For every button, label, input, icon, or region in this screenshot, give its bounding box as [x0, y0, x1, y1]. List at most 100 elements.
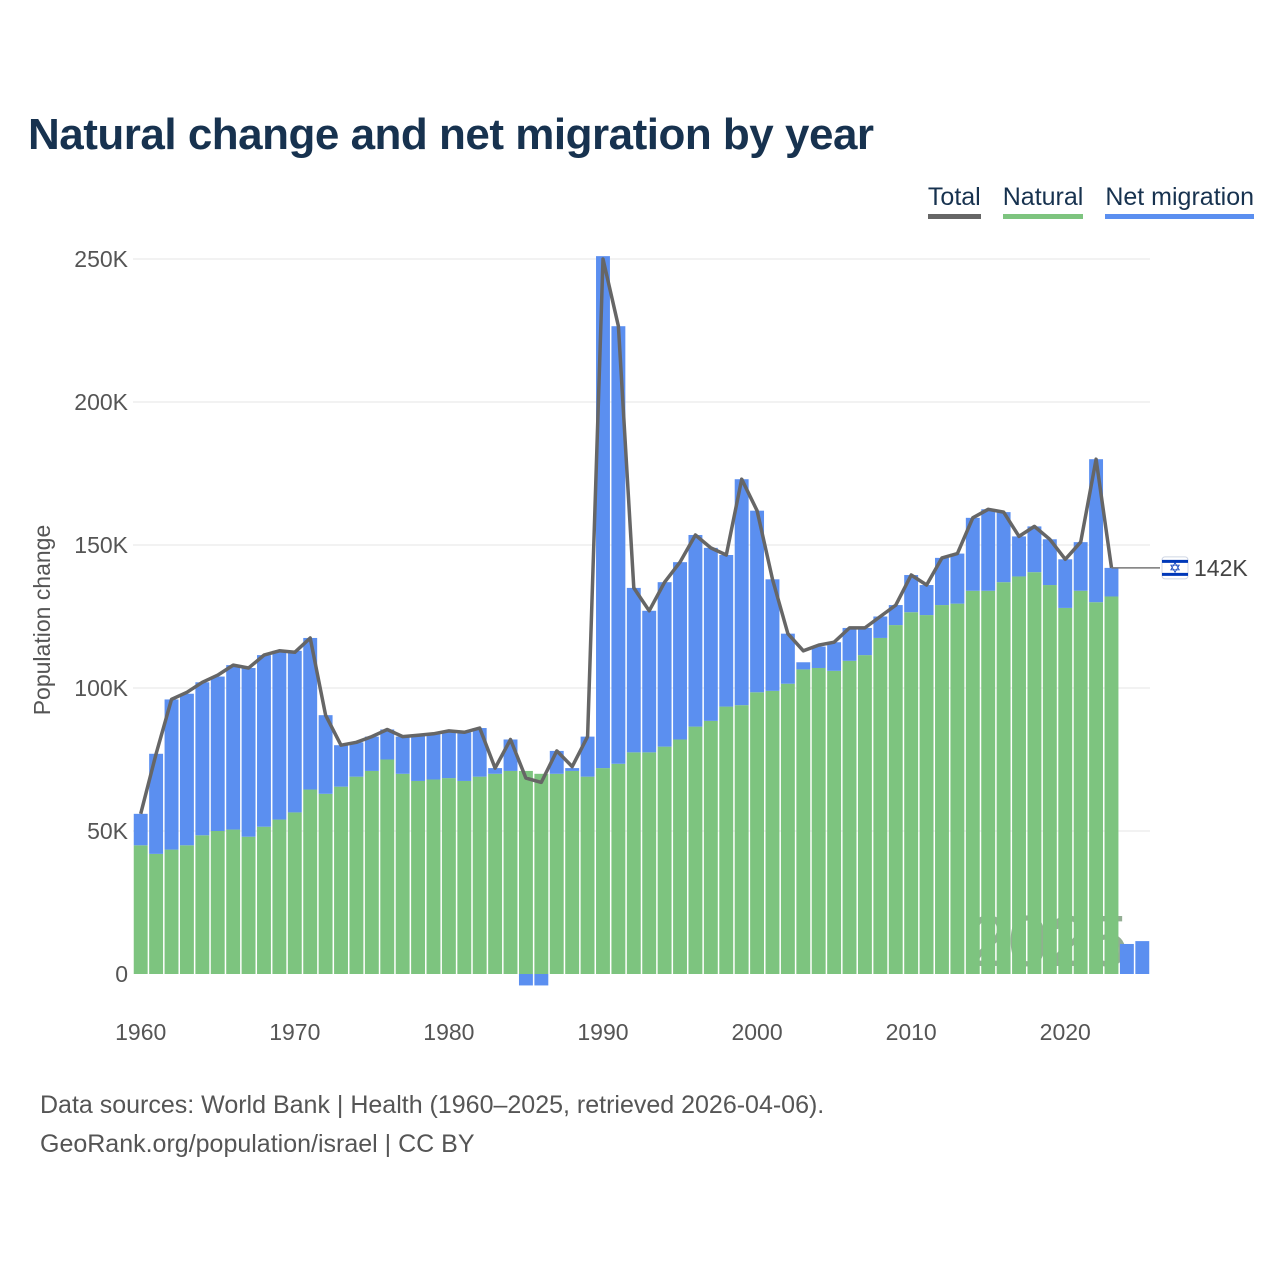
bar-net-migration	[873, 616, 888, 638]
y-tick-label: 0	[115, 961, 128, 987]
bar-net-migration	[811, 646, 826, 668]
bar-net-migration	[657, 582, 672, 747]
bar-natural	[472, 776, 487, 974]
bar-natural	[364, 770, 379, 974]
bar-net-migration	[1042, 539, 1057, 586]
bar-net-migration	[241, 667, 256, 837]
bar-net-migration	[457, 732, 472, 781]
bar-net-migration	[596, 256, 610, 769]
bar-natural	[257, 826, 271, 974]
bar-net-migration	[950, 553, 965, 604]
bar-net-migration	[318, 715, 333, 794]
bar-net-migration	[996, 512, 1011, 583]
bar-net-migration	[919, 585, 934, 616]
bar-natural	[179, 845, 194, 974]
bar-net-migration	[149, 753, 164, 854]
y-tick-label: 200K	[74, 389, 128, 415]
bar-natural	[796, 669, 811, 974]
x-tick-label: 1980	[423, 1019, 474, 1045]
bar-natural	[287, 812, 302, 974]
bar-natural	[549, 773, 564, 974]
bar-natural	[673, 739, 687, 974]
bar-net-migration	[133, 813, 148, 846]
bar-natural	[857, 655, 872, 974]
bar-natural	[888, 625, 903, 974]
bar-net-migration	[827, 642, 842, 671]
bar-natural	[765, 690, 780, 974]
bar-natural	[1042, 585, 1057, 974]
bar-natural	[226, 829, 241, 974]
bar-net-migration	[226, 665, 241, 830]
bar-natural	[518, 770, 533, 974]
y-axis-title: Population change	[29, 525, 55, 716]
bar-natural	[349, 776, 364, 974]
bar-net-migration	[426, 733, 441, 780]
bar-natural	[1089, 602, 1104, 974]
bar-natural	[904, 612, 919, 974]
bar-net-migration	[796, 662, 811, 670]
bar-net-migration	[888, 605, 903, 626]
bar-net-migration	[965, 517, 980, 591]
bar-natural	[241, 836, 256, 974]
bar-natural	[981, 590, 996, 974]
bar-natural	[195, 835, 210, 974]
bar-natural	[565, 770, 580, 974]
bar-net-migration	[780, 633, 795, 684]
bar-net-migration	[488, 768, 503, 774]
bar-net-migration	[1012, 536, 1026, 577]
bar-net-migration	[179, 693, 194, 846]
bar-net-migration	[842, 627, 857, 661]
legend-item-net-migration[interactable]: Net migration	[1105, 183, 1254, 219]
bar-natural	[919, 615, 934, 974]
bar-natural	[873, 637, 888, 974]
bar-net-migration	[765, 579, 780, 691]
bar-natural	[734, 705, 749, 974]
legend-item-natural[interactable]: Natural	[1002, 183, 1084, 219]
bar-net-migration	[642, 610, 657, 753]
source-link[interactable]: GeoRank.org/population/israel | CC BY	[40, 1130, 475, 1158]
chart-title: Natural change and net migration by year	[28, 110, 874, 159]
bar-natural	[750, 692, 765, 974]
bar-net-migration	[334, 745, 348, 787]
bar-natural	[626, 752, 641, 974]
bar-net-migration	[1058, 559, 1073, 608]
bar-natural	[272, 819, 287, 974]
total-line	[139, 257, 1114, 815]
bar-natural	[1012, 576, 1026, 974]
bar-natural	[1027, 572, 1042, 974]
bar-net-migration	[195, 682, 210, 836]
bar-natural	[303, 789, 318, 974]
bar-natural	[334, 786, 348, 974]
y-tick-labels: 0 50K 100K 150K 200K 250K	[74, 246, 128, 987]
bar-natural	[411, 780, 426, 974]
bar-natural	[842, 660, 857, 974]
bar-natural	[426, 779, 441, 974]
bar-natural	[318, 793, 333, 974]
bar-natural	[657, 746, 672, 974]
bar-net-migration	[719, 555, 734, 707]
bar-net-migration	[1027, 526, 1042, 573]
bar-net-migration	[981, 509, 996, 591]
bar-net-migration	[611, 326, 626, 764]
bars	[133, 256, 1150, 986]
bar-net-migration	[1104, 567, 1119, 597]
bar-natural	[811, 667, 826, 974]
bar-net-migration	[472, 728, 487, 777]
bar-net-migration	[1135, 941, 1150, 974]
x-tick-label: 1960	[115, 1019, 166, 1045]
bar-natural	[1104, 596, 1119, 974]
bar-net-migration	[750, 510, 765, 693]
bar-net-migration	[904, 575, 919, 613]
bar-natural	[1073, 590, 1088, 974]
x-tick-labels: 1960 1970 1980 1990 2000 2010 2020	[115, 1019, 1091, 1045]
bar-natural	[133, 845, 148, 974]
x-tick-label: 1970	[269, 1019, 320, 1045]
bar-net-migration	[703, 547, 718, 721]
bar-net-migration	[272, 650, 287, 820]
bar-natural	[534, 773, 549, 974]
x-tick-label: 2000	[731, 1019, 782, 1045]
legend-item-total[interactable]: Total	[927, 183, 981, 219]
data-sources: Data sources: World Bank | Health (1960–…	[40, 1091, 825, 1119]
bar-net-migration	[673, 562, 687, 740]
bar-natural	[596, 768, 610, 974]
